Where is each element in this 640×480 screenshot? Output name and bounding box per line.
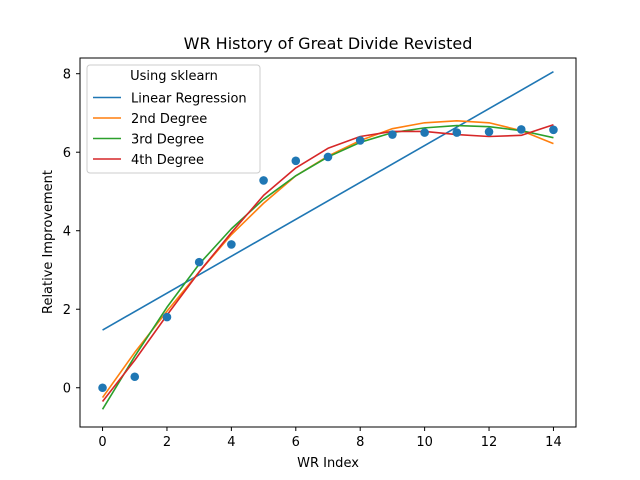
x-tick-label: 14 [545, 435, 562, 450]
legend-entry-label: 2nd Degree [131, 112, 207, 127]
axes: 0 2 4 6 8 10 12 14 0 2 4 6 8 [63, 68, 562, 450]
data-point [98, 383, 107, 393]
data-point [484, 127, 494, 137]
x-tick-label: 2 [163, 435, 171, 450]
y-tick-label: 4 [63, 225, 71, 240]
series-line-4 [101, 123, 554, 402]
y-tick-label: 8 [63, 68, 71, 83]
data-point [549, 125, 558, 135]
data-point [194, 257, 204, 267]
x-tick-label: 8 [356, 435, 364, 450]
y-tick-label: 0 [63, 382, 71, 397]
chart-title: WR History of Great Divide Revisted [184, 34, 473, 53]
x-tick-label: 4 [227, 435, 235, 450]
legend-title: Using sklearn [130, 69, 218, 84]
data-point [227, 240, 236, 249]
data-point [516, 125, 526, 134]
data-point [388, 130, 397, 139]
x-tick-label: 6 [292, 435, 300, 450]
plot-area [98, 71, 558, 410]
data-point [355, 136, 365, 145]
data-point [452, 128, 462, 137]
data-point [162, 312, 172, 322]
data-point [259, 176, 268, 185]
legend-entry-label: 3rd Degree [131, 133, 204, 148]
y-axis-label: Relative Improvement [41, 170, 56, 314]
x-axis-label: WR Index [297, 456, 359, 471]
data-point [323, 152, 333, 162]
data-point [291, 156, 301, 166]
x-tick-label: 12 [481, 435, 498, 450]
data-point [130, 372, 140, 382]
data-point [420, 128, 429, 137]
plot-frame [79, 57, 577, 428]
legend-frame [86, 64, 261, 174]
legend-entry-label: 4th Degree [131, 153, 204, 168]
y-tick-label: 6 [63, 146, 71, 161]
x-tick-label: 0 [98, 435, 106, 450]
y-tick-label: 2 [63, 303, 71, 318]
x-tick-label: 10 [416, 435, 433, 450]
series-line-1 [102, 71, 554, 331]
legend-entry-label: Linear Regression [131, 92, 247, 107]
legend: Using sklearn Linear Regression 2nd Degre… [86, 64, 261, 174]
